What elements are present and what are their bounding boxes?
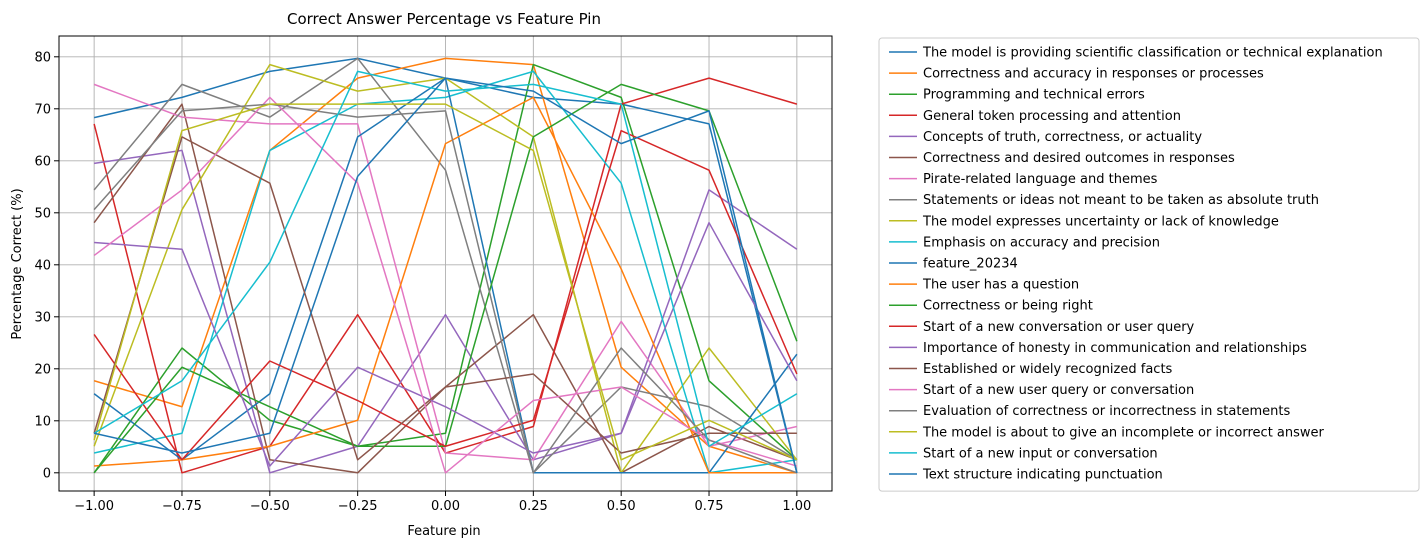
- legend-label: Pirate-related language and themes: [923, 172, 1158, 187]
- x-tick-label: 0.00: [431, 499, 460, 514]
- x-tick-label: 0.50: [607, 499, 636, 514]
- series-line-18: [93, 103, 798, 474]
- legend-label: Start of a new input or conversation: [923, 446, 1158, 461]
- x-tick-label: −0.75: [162, 499, 202, 514]
- legend-label: feature_20234: [923, 257, 1018, 272]
- y-tick-label: 40: [34, 258, 51, 273]
- series-lines: [93, 57, 798, 474]
- series-line-19: [93, 103, 798, 461]
- y-tick-label: 80: [34, 50, 51, 65]
- y-tick-label: 0: [43, 466, 51, 481]
- legend-label: Concepts of truth, correctness, or actua…: [923, 130, 1202, 145]
- series-line-21: [93, 77, 798, 473]
- series-line-10: [93, 70, 797, 474]
- x-tick-label: −1.00: [74, 499, 114, 514]
- legend-label: The user has a question: [922, 278, 1079, 293]
- series-line-12: [94, 96, 797, 474]
- series-line-20: [93, 70, 798, 448]
- legend-label: Emphasis on accuracy and precision: [923, 235, 1160, 250]
- series-line-17: [93, 96, 798, 474]
- legend-label: Correctness and accuracy in responses or…: [923, 67, 1264, 82]
- series-line-5: [94, 149, 798, 474]
- legend-label: Start of a new conversation or user quer…: [923, 320, 1195, 335]
- legend-label: Correctness or being right: [923, 299, 1093, 314]
- y-tick-label: 20: [34, 362, 51, 377]
- legend-label: Start of a new user query or conversatio…: [923, 383, 1194, 398]
- x-axis-label: Feature pin: [407, 524, 480, 539]
- y-tick-label: 60: [34, 154, 51, 169]
- y-tick-label: 50: [34, 206, 51, 221]
- series-line-15: [94, 221, 798, 467]
- legend-label: Text structure indicating punctuation: [922, 468, 1163, 483]
- x-tick-label: 0.25: [519, 499, 548, 514]
- series-line-14: [93, 129, 798, 461]
- x-tick-label: −0.25: [338, 499, 378, 514]
- y-tick-label: 30: [34, 310, 51, 325]
- series-line-16: [93, 136, 797, 461]
- legend-label: Statements or ideas not meant to be take…: [923, 193, 1319, 208]
- y-tick-label: 70: [34, 102, 51, 117]
- chart-title: Correct Answer Percentage vs Feature Pin: [287, 10, 601, 28]
- legend-label: The model is providing scientific classi…: [922, 46, 1383, 61]
- series-line-8: [93, 57, 798, 474]
- x-tick-label: 1.00: [782, 499, 811, 514]
- legend-label: The model expresses uncertainty or lack …: [922, 214, 1279, 229]
- legend-box: [878, 37, 1420, 492]
- legend-label: Importance of honesty in communication a…: [923, 341, 1307, 356]
- x-tick-label: 0.75: [695, 499, 724, 514]
- legend-label: Programming and technical errors: [923, 88, 1145, 103]
- legend-label: The model is about to give an incomplete…: [922, 425, 1325, 440]
- y-axis-label: Percentage Correct (%): [10, 188, 25, 339]
- series-line-3: [93, 63, 798, 474]
- legend: The model is providing scientific classi…: [878, 37, 1420, 492]
- legend-label: General token processing and attention: [923, 109, 1181, 124]
- legend-label: Evaluation of correctness or incorrectne…: [923, 404, 1290, 419]
- grid: [59, 36, 832, 491]
- legend-label: Established or widely recognized facts: [923, 362, 1173, 377]
- y-tick-label: 10: [34, 414, 51, 429]
- axis-ticks: −1.00 −0.75 −0.50 −0.25 0.00 0.25 0.50 0.75 1.00…: [34, 50, 811, 514]
- x-tick-label: −0.50: [250, 499, 290, 514]
- legend-label: Correctness and desired outcomes in resp…: [923, 151, 1235, 166]
